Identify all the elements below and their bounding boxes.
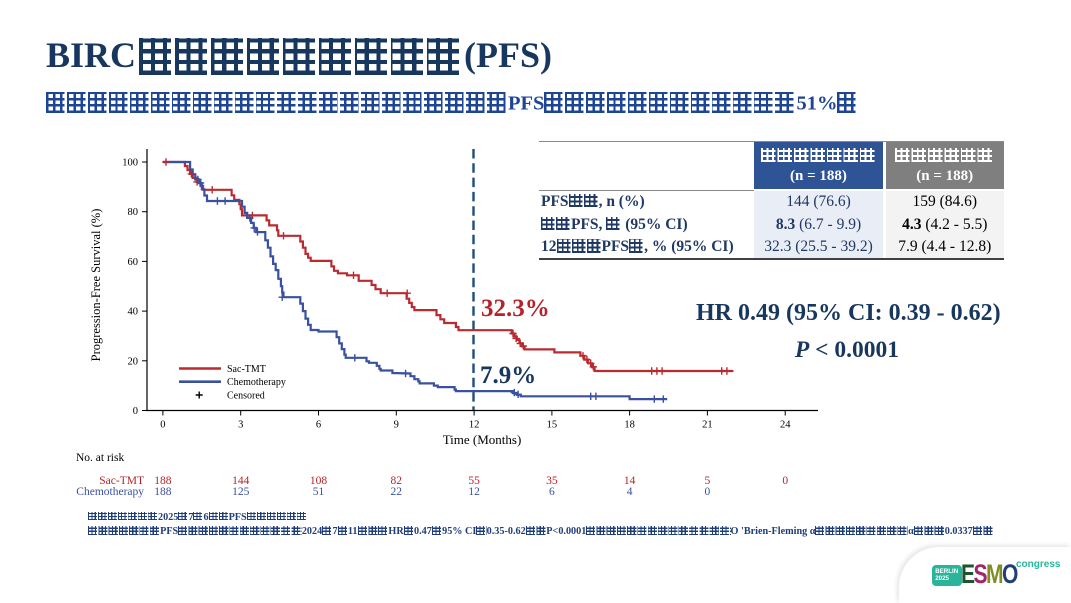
svg-text:Time (Months): Time (Months) (443, 432, 522, 447)
svg-text:3: 3 (238, 420, 243, 431)
svg-text:Censored: Censored (227, 390, 265, 401)
svg-text:12: 12 (469, 420, 480, 431)
svg-text:Sac-TMT: Sac-TMT (227, 364, 266, 375)
svg-text:40: 40 (128, 307, 139, 318)
svg-text:Progression-Free Survival (%): Progression-Free Survival (%) (89, 209, 103, 362)
svg-text:24: 24 (780, 420, 791, 431)
svg-text:21: 21 (702, 420, 713, 431)
svg-text:9: 9 (394, 420, 399, 431)
svg-text:100: 100 (122, 158, 138, 169)
svg-text:60: 60 (128, 257, 139, 268)
svg-text:0: 0 (133, 406, 138, 417)
svg-text:6: 6 (316, 420, 321, 431)
svg-text:Chemotherapy: Chemotherapy (227, 377, 286, 388)
svg-text:18: 18 (624, 420, 635, 431)
svg-text:20: 20 (128, 356, 139, 367)
svg-text:15: 15 (547, 420, 558, 431)
svg-text:0: 0 (160, 420, 165, 431)
svg-text:80: 80 (128, 207, 139, 218)
